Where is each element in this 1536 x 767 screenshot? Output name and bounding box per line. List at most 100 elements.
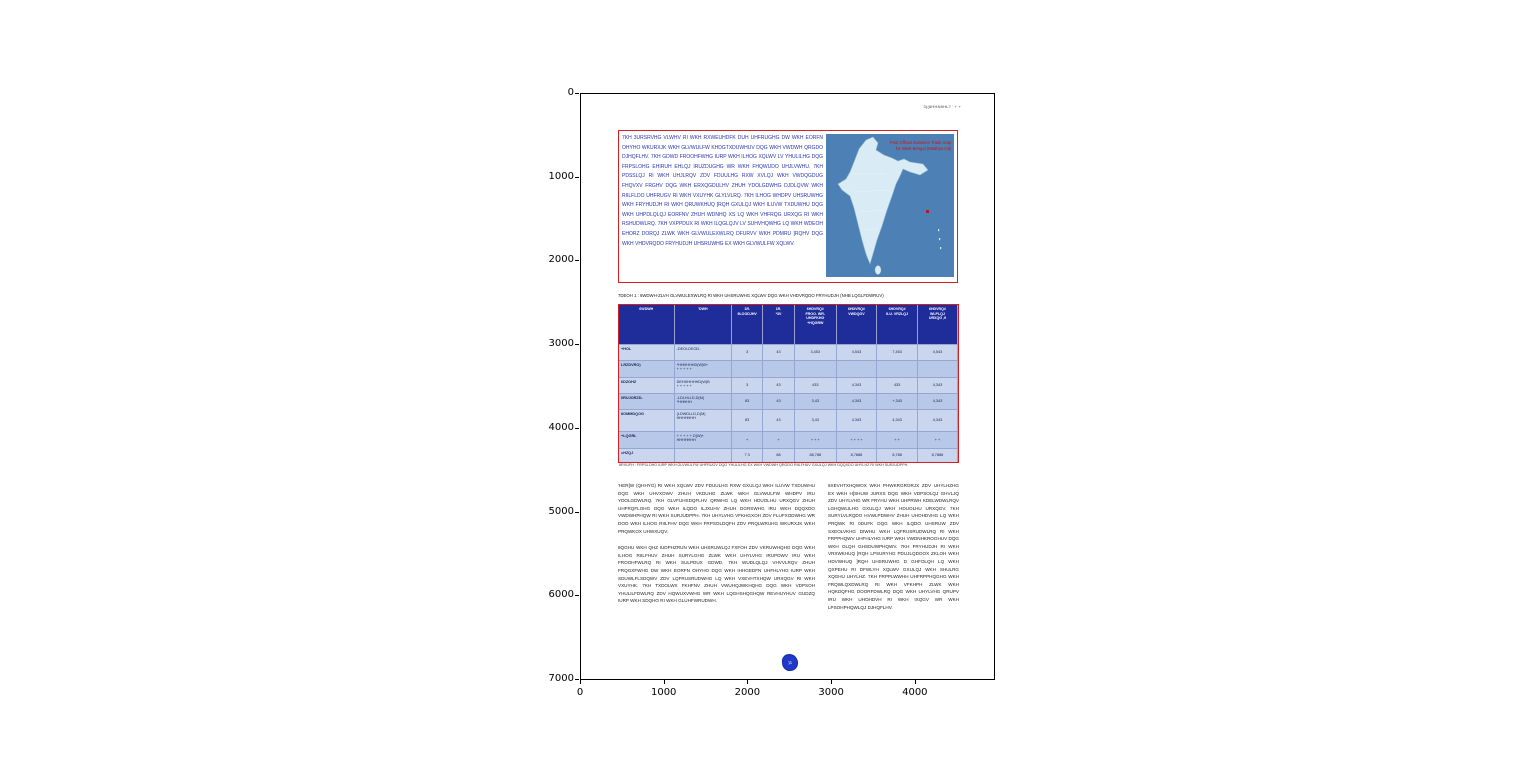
table-header-cell: 1R. *3V: [763, 305, 795, 344]
y-tick-mark: [575, 93, 579, 94]
table-row: +HOL -DEOLDEOD- 3 43 3,453 4,543 7,453 4,543: [619, 344, 958, 360]
report-table: 6WDWH 'DWH 1R. 9LOODJHV 1R. *3V 6HDVRQ# FROO…: [618, 304, 959, 463]
y-tick-label: 3000: [548, 338, 574, 350]
body-text-columns: 'HER[W (QHHYG) RI WKH XQLWV ZDV FDUULHG …: [618, 482, 959, 652]
table-cell: 6DZOHZ: [619, 377, 675, 393]
table-cell: [763, 360, 795, 377]
island-dot-2: [939, 238, 941, 241]
table-row: +LQGRL + + + + + D(W)+ HHHHHHH + + + + + + + …: [619, 431, 958, 448]
table-cell: [917, 360, 958, 377]
x-tick-mark: [914, 680, 916, 684]
table-cell: 3,43: [794, 409, 837, 431]
table-cell: 43: [763, 344, 795, 360]
body-column-left: 'HER[W (QHHYG) RI WKH XQLWV ZDV FDUULHG …: [618, 482, 815, 652]
table-cell: [794, 360, 837, 377]
table-cell: (LDWDLLD,D(M) HHHHHHH: [674, 409, 733, 431]
body-paragraph: 'HER[W (QHHYG) RI WKH XQLWV ZDV FDUULHG …: [618, 483, 815, 534]
table-caption: 7DEOH 1 : 6WDWH-ZLVH GLVWULEXWLRQ RI WKH…: [618, 293, 884, 298]
table-cell: 43: [763, 393, 795, 409]
body-column-right: 6XEVHTXHQWOX WKH PHWKRGRORJX ZDV UHYLHZH…: [828, 482, 959, 652]
x-tick-label: 3000: [818, 687, 844, 698]
table-cell: -DEOLDEOD-: [674, 344, 733, 360]
table-cell: +: [732, 431, 764, 448]
table-cell: + + +: [794, 431, 837, 448]
map-marker-dot: [926, 210, 929, 213]
table-cell: 8OMMDQOG: [619, 409, 675, 431]
table-cell: + + + +: [836, 431, 878, 448]
table-cell: 8,7888: [836, 448, 878, 462]
india-map-svg: Post Offices Examine Trade map for West …: [826, 134, 954, 277]
table-cell: [836, 360, 878, 377]
plot-axes: 3)(6HHN5HL7 ' + + 7KH 3URSRVHG VLWHV RI …: [580, 93, 995, 680]
table-header-cell: 'DWH: [675, 305, 733, 344]
table-cell: 88: [763, 448, 795, 462]
table-header-cell: 6HDVRQ# WLPLQJ URXQG ,9: [918, 305, 958, 344]
table-cell: 83: [732, 393, 764, 409]
table-cell: 3,453: [794, 344, 837, 360]
table-header-cell: 6HDVRQ# FROO. WR- UHDFKHG +HQGRW: [795, 305, 837, 344]
table-cell: *HHHHHHD(W)B+ + + + + +: [674, 360, 733, 377]
y-tick-label: 7000: [548, 672, 574, 684]
y-tick-mark: [575, 595, 579, 597]
table-cell: + + + + + D(W)+ HHHHHHH: [674, 431, 733, 448]
table-cell: + +: [917, 431, 958, 448]
table-cell: 4,343: [836, 393, 878, 409]
state-border-lines: [852, 173, 891, 231]
table-header-cell: 6WDWH: [619, 305, 675, 344]
table-cell: +HOL: [619, 344, 675, 360]
x-tick-label: 2000: [734, 687, 761, 698]
y-tick-label: 5000: [548, 505, 574, 517]
y-tick-mark: [575, 176, 579, 178]
table-cell: 0RUJORZD-: [619, 393, 675, 409]
intro-box: 7KH 3URSRVHG VLWHV RI WKH RXWEUHDFK DUH …: [618, 130, 958, 283]
table-cell: 8,7888: [917, 448, 958, 462]
table-cell: 88,788: [794, 448, 837, 462]
table-header-cell: 6HDVRQ# VWDQGV: [837, 305, 878, 344]
x-tick-mark: [580, 680, 581, 684]
table-cell: =HZQJ: [619, 448, 675, 462]
table-cell: 3: [732, 377, 764, 393]
table-cell: -LDLHLLD,D(M) *HHHHH: [674, 393, 733, 409]
map-sea: [826, 134, 954, 277]
table-cell: 43: [763, 409, 795, 431]
y-tick-mark: [575, 344, 579, 346]
map-caption-line-1: Post Offices Examine Trade map: [890, 140, 952, 145]
table-cell: 7,453: [877, 344, 918, 360]
table-cell: 4,343: [917, 409, 958, 431]
table-cell: 4,343: [836, 377, 878, 393]
table-cell: [877, 360, 918, 377]
india-map: Post Offices Examine Trade map for West …: [826, 134, 954, 277]
table-cell: 4,343: [877, 409, 918, 431]
table-cell: 3: [732, 344, 764, 360]
table-cell: 433: [794, 377, 837, 393]
table-cell: +,343: [877, 393, 918, 409]
page-header-text: 3)(6HHN5HL7 ' + +: [923, 104, 961, 109]
india-landmass: [837, 136, 929, 265]
y-tick-label: 6000: [548, 589, 574, 601]
y-tick-mark: [575, 678, 579, 680]
page-stamp: 11: [781, 653, 799, 672]
table-cell: 3,43: [794, 393, 837, 409]
intro-paragraph: 7KH 3URSRVHG VLWHV RI WKH RXWEUHDFK DUH …: [622, 135, 823, 247]
table-cell: 4,543: [836, 344, 878, 360]
x-tick-label: 1000: [650, 687, 677, 698]
island-dot-3: [940, 247, 942, 250]
table-cell: 433: [877, 377, 918, 393]
table-row: =HZQJ 7 3 88 88,788 8,7888 8,788 8,7888: [619, 448, 958, 462]
table-header-cell: 1R. 9LOODJHV: [732, 305, 764, 344]
x-tick-label: 0: [576, 687, 584, 698]
table-row: 6DZOHZ DEHHHHHHD(W)B + + + + +3 43 433 4,343…: [619, 377, 958, 393]
table-cell: 4,343: [917, 377, 958, 393]
table-cell: 43: [763, 377, 795, 393]
y-tick-label: 4000: [548, 421, 574, 433]
y-tick-label: 2000: [548, 254, 574, 266]
table-cell: + +: [877, 431, 918, 448]
y-tick-label: 1000: [548, 170, 574, 182]
y-tick-mark: [575, 427, 579, 429]
body-paragraph: 6XEVHTXHQWOX WKH PHWKRGRORJX ZDV UHYLHZH…: [828, 483, 959, 610]
table-cell: DEHHHHHHD(W)B + + + + +: [674, 377, 733, 393]
x-tick-mark: [663, 680, 665, 684]
x-tick-mark: [831, 680, 833, 684]
island-dot-1: [938, 229, 940, 232]
